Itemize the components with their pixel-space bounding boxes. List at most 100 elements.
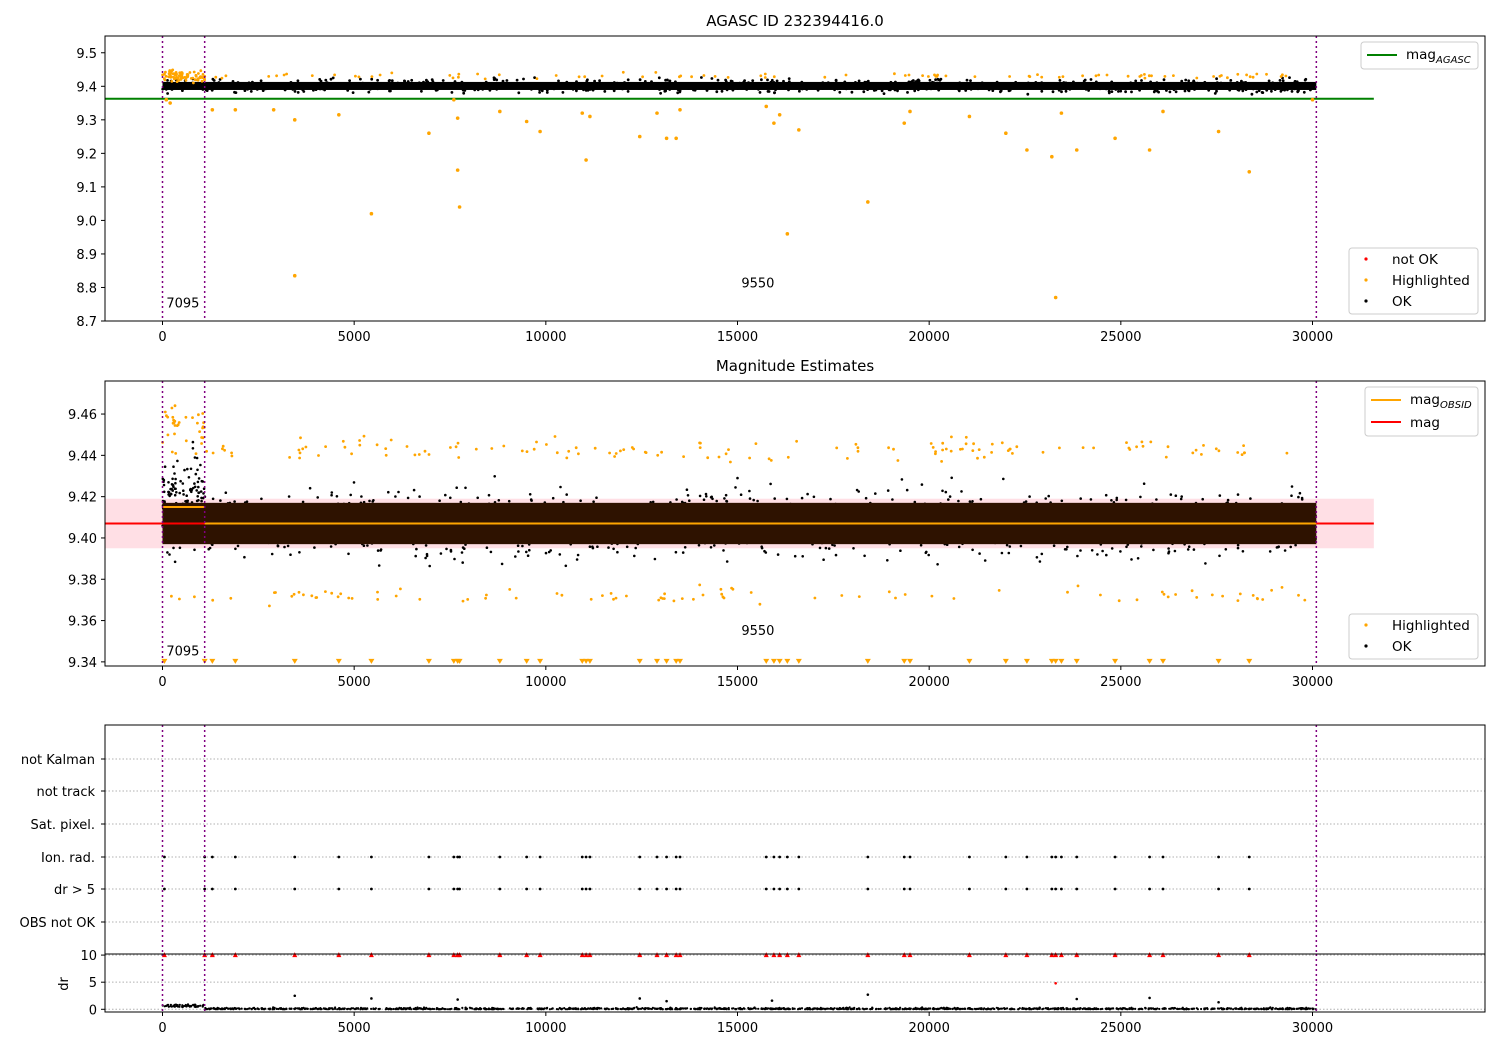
legend-label-ok: OK [1392, 294, 1413, 310]
highlighted-point [418, 597, 422, 601]
ok-point [833, 88, 836, 92]
dr-point [1250, 1007, 1253, 1010]
dr-point [468, 1006, 471, 1009]
dr-point [1252, 1007, 1256, 1011]
dr-point [708, 1007, 711, 1010]
clipped-dr-marker [587, 952, 593, 958]
highlighted-point [525, 450, 529, 453]
highlighted-point [982, 455, 986, 459]
ok-point [751, 79, 755, 82]
ok-point [1235, 81, 1239, 84]
highlighted-point [199, 69, 203, 73]
ok-point [886, 489, 890, 492]
highlighted-point [171, 415, 175, 419]
highlighted-point [758, 602, 762, 606]
dr-point [181, 1004, 184, 1007]
ok-point [769, 482, 772, 486]
ok-point [894, 80, 897, 84]
ok-point [565, 84, 569, 87]
highlighted-point [720, 592, 724, 596]
ok-point [821, 87, 824, 90]
clipped-highlighted-marker [663, 658, 670, 664]
highlighted-point [1036, 73, 1039, 76]
dr-point [753, 1006, 756, 1009]
legend-label-highlighted: Highlighted [1392, 273, 1470, 289]
ok-point [775, 79, 779, 83]
ok-point [1119, 89, 1123, 93]
flag-marker [163, 855, 166, 859]
clipped-dr-marker [232, 952, 238, 958]
flag-marker [1004, 887, 1008, 891]
dr-point [771, 1007, 774, 1010]
dr-point [1254, 1008, 1257, 1011]
ok-point [588, 88, 592, 91]
ok-point [1044, 497, 1047, 500]
ok-point [1038, 560, 1042, 563]
ok-point [564, 564, 568, 568]
ok-point [709, 546, 713, 549]
dr-point [412, 1007, 415, 1011]
dr-point [1074, 1008, 1077, 1011]
highlighted-point [713, 75, 717, 78]
highlighted-point [554, 74, 558, 77]
dr-point [807, 1007, 810, 1010]
highlighted-point [698, 583, 702, 587]
flag-marker [1050, 887, 1054, 891]
highlighted-point [949, 449, 953, 453]
highlighted-point [164, 74, 168, 78]
highlighted-point [221, 444, 225, 448]
ok-point [686, 494, 690, 497]
dr-point [877, 1007, 880, 1011]
ok-point [208, 82, 211, 85]
highlighted-point [268, 604, 271, 608]
highlighted-point [553, 435, 557, 438]
ok-point [1215, 81, 1219, 84]
ok-point [368, 499, 371, 503]
dr-point [750, 1007, 754, 1010]
highlighted-point [376, 590, 379, 594]
dr-point [1308, 1007, 1311, 1010]
highlighted-point [637, 134, 642, 139]
ok-point [514, 555, 517, 558]
ok-point [1204, 562, 1207, 565]
dr-point [435, 1008, 438, 1011]
flag-marker [908, 855, 912, 859]
ok-point [170, 88, 174, 91]
highlighted-point [417, 453, 421, 456]
highlighted-point [680, 597, 684, 600]
x-tick-label: 20000 [908, 330, 949, 345]
dr-point [1168, 1007, 1171, 1010]
highlighted-point [384, 453, 388, 457]
ok-point [882, 82, 886, 86]
flag-marker [584, 887, 588, 891]
highlighted-point [1265, 72, 1268, 76]
clipped-highlighted-marker [579, 658, 586, 664]
highlighted-point [330, 591, 334, 595]
highlighted-point [1135, 598, 1139, 602]
ok-point [637, 87, 641, 90]
ok-point [368, 87, 372, 91]
clipped-highlighted-marker [161, 658, 168, 664]
ok-point [957, 87, 960, 91]
dr-point [464, 1006, 467, 1009]
ok-point [410, 78, 414, 82]
agasc-legend-upper: magAGASC [1360, 41, 1479, 70]
dr-point [971, 1008, 974, 1011]
highlighted-point [427, 131, 431, 136]
highlighted-point [754, 442, 758, 445]
ok-point [191, 447, 195, 450]
ok-point [1241, 81, 1245, 85]
ok-point [725, 500, 729, 503]
ok-point [224, 491, 228, 495]
ok-point [612, 547, 615, 551]
highlighted-point [483, 77, 487, 81]
ok-point [924, 551, 928, 555]
highlighted-point [282, 73, 286, 77]
clipped-highlighted-marker [450, 658, 457, 664]
highlighted-point [170, 80, 174, 83]
x-tick-label: 30000 [1292, 330, 1333, 345]
y-tick-label: 9.3 [76, 114, 97, 129]
ok-point [1002, 477, 1005, 481]
flag-marker [233, 887, 237, 891]
dr-point [1274, 1007, 1277, 1010]
